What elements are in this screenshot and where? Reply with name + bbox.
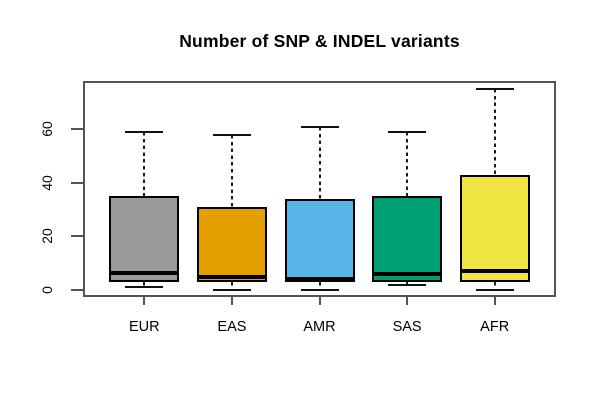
whisker-lower-eas [230, 281, 233, 290]
median-eur [109, 270, 180, 275]
x-axis-tick-label: SAS [392, 319, 422, 335]
x-axis-tick [406, 297, 409, 305]
x-axis-tick-label: EUR [129, 319, 160, 335]
x-axis-tick [318, 297, 321, 305]
box-sas [372, 196, 443, 282]
y-axis-tick [71, 289, 83, 291]
median-afr [459, 269, 530, 274]
whisker-cap-upper-eur [125, 130, 164, 133]
whisker-upper-afr [493, 89, 496, 175]
whisker-lower-afr [493, 281, 496, 290]
median-amr [284, 277, 355, 282]
whisker-upper-amr [318, 126, 321, 199]
y-axis-tick-label: 40 [39, 175, 55, 191]
whisker-upper-sas [406, 131, 409, 197]
whisker-lower-sas [406, 281, 409, 285]
box-eur [109, 196, 180, 282]
x-axis-tick-label: EAS [217, 319, 247, 335]
y-axis-tick-label: 0 [39, 286, 55, 294]
whisker-upper-eur [143, 131, 146, 197]
whisker-cap-lower-eas [212, 289, 251, 291]
whisker-lower-amr [318, 281, 321, 290]
x-axis-tick [230, 297, 233, 305]
whisker-cap-upper-eas [212, 133, 251, 136]
y-axis-tick-label: 60 [39, 121, 55, 137]
whisker-cap-lower-amr [300, 289, 339, 291]
y-axis-tick [71, 235, 83, 238]
whisker-cap-lower-afr [475, 289, 514, 291]
y-axis-tick [71, 128, 83, 131]
median-eas [196, 274, 267, 279]
y-axis-tick [71, 181, 83, 184]
whisker-cap-upper-amr [300, 125, 339, 128]
y-axis-tick-label: 20 [39, 228, 55, 245]
whisker-upper-eas [230, 134, 233, 207]
x-axis-tick [493, 297, 496, 305]
box-amr [284, 198, 355, 282]
x-axis-tick [143, 297, 146, 305]
whisker-cap-lower-sas [388, 283, 427, 286]
x-axis-tick-label: AFR [480, 319, 510, 335]
median-sas [372, 271, 443, 276]
whisker-cap-lower-eur [125, 286, 164, 289]
chart-title: Number of SNP & INDEL variants [179, 31, 460, 51]
whisker-lower-eur [143, 281, 146, 288]
box-afr [459, 174, 530, 282]
whisker-cap-upper-sas [388, 130, 427, 133]
whisker-cap-upper-afr [475, 88, 514, 90]
box-eas [196, 206, 267, 282]
x-axis-tick-label: AMR [303, 319, 336, 335]
